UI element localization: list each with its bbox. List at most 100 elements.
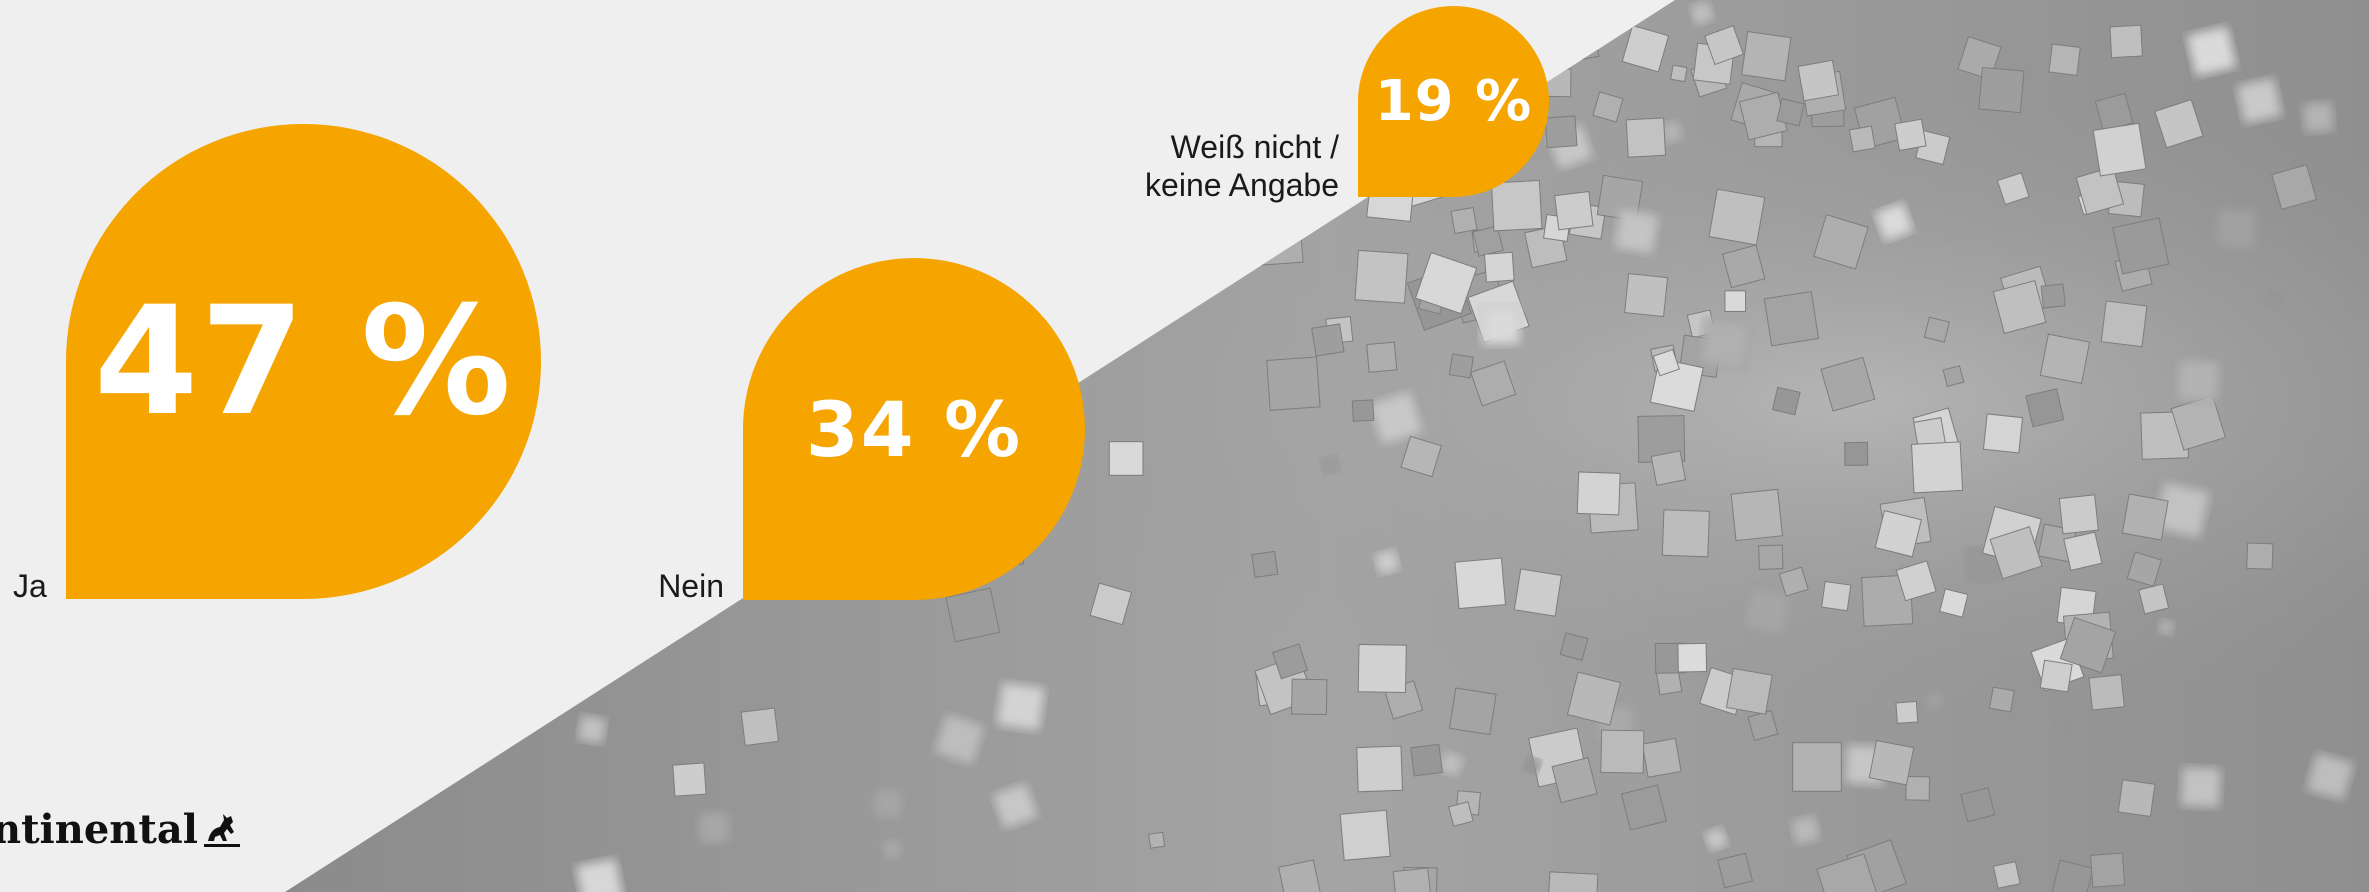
category-label-weiss-nicht: Weiß nicht / keine Angabe (1145, 128, 1339, 204)
cube (2092, 122, 2147, 177)
cube (735, 162, 774, 201)
cube (2185, 25, 2238, 78)
cube (1108, 441, 1144, 476)
cube (1747, 709, 1779, 742)
cube (2100, 300, 2148, 348)
cube (1670, 64, 1688, 83)
cube (1868, 739, 1915, 786)
cube (991, 781, 1040, 831)
cube (547, 412, 573, 438)
cube (851, 152, 896, 198)
cube (1922, 689, 1946, 714)
cube (1483, 251, 1515, 283)
cube (1677, 642, 1708, 673)
cube (1372, 547, 1402, 577)
cube (1558, 21, 1600, 63)
cube (1414, 251, 1478, 315)
cube (1546, 871, 1599, 892)
cube (928, 0, 954, 24)
cube (1721, 244, 1766, 289)
cube (1652, 348, 1681, 377)
cube (1356, 745, 1403, 793)
cube (1448, 353, 1474, 379)
cube (1988, 686, 2015, 713)
cube (1551, 757, 1598, 804)
cube (1490, 179, 1543, 232)
cube (2058, 494, 2099, 535)
cube (1612, 207, 1661, 256)
cube (1982, 413, 2024, 454)
category-label-ja: Ja (13, 568, 47, 604)
cube (1702, 825, 1730, 853)
cube (2264, 290, 2286, 312)
horse-icon (203, 813, 240, 847)
cube (1895, 700, 1919, 724)
cube (1771, 386, 1801, 416)
cube (1289, 202, 1317, 230)
cube (1148, 831, 1166, 849)
cube (2304, 751, 2355, 802)
cube (507, 593, 533, 619)
cube (2246, 542, 2274, 570)
cube (1789, 814, 1822, 846)
cube (2040, 283, 2066, 309)
cube (697, 810, 732, 845)
cube (2138, 583, 2170, 615)
cube (1708, 188, 1766, 246)
category-label-weiss-nicht-line-1: Weiß nicht / (1170, 129, 1339, 165)
cube (1351, 399, 1375, 422)
cube (1596, 174, 1644, 222)
cube (1797, 59, 1840, 102)
cube (1266, 356, 1321, 411)
cube (1894, 118, 1927, 152)
cube (1650, 450, 1687, 486)
cube (2117, 779, 2156, 818)
cube (1544, 115, 1578, 149)
category-label-nein: Nein (658, 568, 724, 604)
cube (714, 505, 740, 531)
cube (2048, 43, 2081, 76)
cube (1992, 280, 2047, 334)
cube (1251, 550, 1279, 578)
cube (2075, 166, 2125, 215)
cube (1319, 454, 1342, 476)
cube (1996, 172, 2030, 206)
cube (1895, 560, 1937, 602)
value-label-weiss-nicht: 19 % (1374, 69, 1533, 134)
cube (1454, 557, 1507, 610)
cube (880, 837, 904, 861)
cube (1480, 305, 1522, 346)
cube (1620, 784, 1668, 831)
cube (1272, 201, 1304, 233)
cube (574, 857, 625, 892)
cube (2235, 76, 2283, 125)
cube (1624, 273, 1669, 318)
cube (1400, 435, 1442, 478)
cube (1291, 678, 1328, 716)
cube (1089, 582, 1133, 626)
cube (663, 95, 689, 120)
cube (1992, 861, 2021, 889)
bubble-nein: 34 % (743, 258, 1085, 600)
cube (740, 707, 780, 746)
cube (1450, 206, 1478, 234)
cube (2039, 333, 2091, 384)
value-label-ja: 47 % (93, 274, 514, 449)
continental-logo: ntinental (0, 806, 244, 853)
cube (2170, 395, 2227, 451)
cube (636, 514, 697, 575)
cube (2175, 358, 2221, 404)
cube (2109, 24, 2143, 59)
cube (1513, 568, 1563, 617)
cube (2025, 388, 2065, 428)
cube (2051, 859, 2094, 892)
category-label-weiss-nicht-line-2: keine Angabe (1145, 167, 1339, 203)
cube (1357, 643, 1407, 694)
cube (1704, 25, 1745, 66)
cube (1874, 509, 1922, 558)
cube (2039, 659, 2073, 693)
cube (1367, 389, 1425, 447)
cube (1366, 341, 1398, 373)
